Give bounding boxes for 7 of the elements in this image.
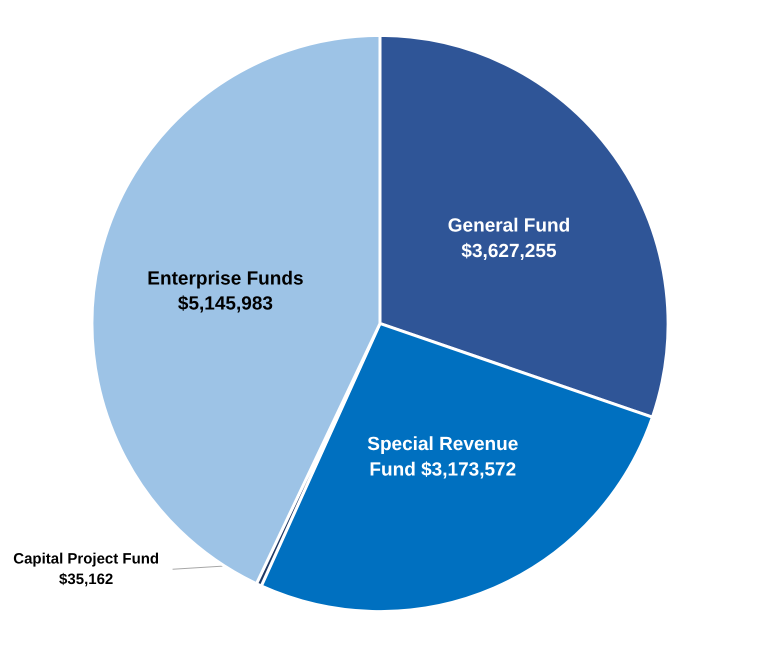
slice-label: Special Revenue Fund $3,173,572 bbox=[367, 434, 518, 480]
slice-label: Capital Project Fund bbox=[13, 550, 160, 568]
data-label: $35,162 bbox=[59, 570, 114, 588]
slice-label: General Fund bbox=[448, 216, 570, 237]
slice-label: Enterprise Funds bbox=[147, 268, 304, 290]
data-label: $5,145,983 bbox=[178, 294, 273, 315]
data-label: $3,627,255 bbox=[461, 240, 557, 262]
